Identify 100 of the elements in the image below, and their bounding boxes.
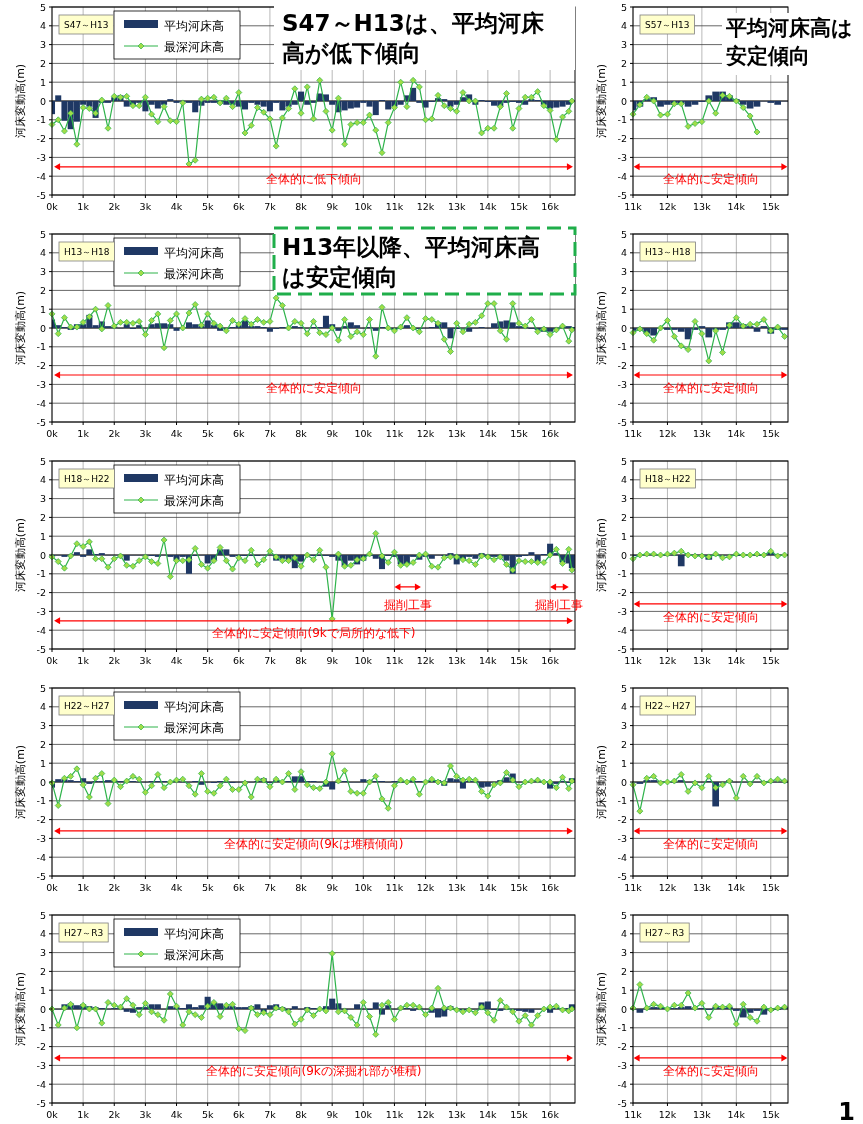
legend-label: 最深河床高	[164, 39, 224, 54]
x-tick-label: 10k	[354, 428, 373, 439]
y-tick-label: 0	[620, 95, 627, 107]
x-tick-label: 14k	[727, 201, 746, 212]
title: H27～R3	[58, 922, 109, 943]
x-tick-label: 2k	[108, 428, 121, 439]
y-axis-title: 河床変動高(m)	[14, 744, 27, 820]
y-tick-label: 1	[620, 984, 627, 996]
y-axis-title: 河床変動高(m)	[595, 971, 608, 1047]
y-tick-label: -4	[36, 851, 46, 863]
y-tick-label: -3	[617, 832, 627, 844]
x-tick-label: 5k	[201, 428, 214, 439]
x-tick-label: 13k	[447, 1109, 466, 1120]
x-tick-label: 4k	[170, 882, 183, 893]
y-tick-label: 1	[620, 530, 627, 542]
x-tick-label: 12k	[416, 201, 435, 212]
y-axis-title: 河床変動高(m)	[595, 744, 608, 820]
y-tick-label: 4	[39, 20, 46, 32]
y-tick-label: -4	[36, 397, 46, 409]
y-tick-label: -1	[617, 1022, 627, 1034]
y-tick-label: 4	[620, 701, 627, 713]
annotation: 全体的に安定傾向	[662, 610, 759, 625]
y-tick-label: 5	[620, 682, 627, 694]
y-tick-label: 5	[39, 228, 46, 240]
x-tick-label: 15k	[510, 882, 529, 893]
x-tick-label: 11k	[624, 882, 643, 893]
x-tick-label: 7k	[264, 655, 277, 666]
x-tick-label: 4k	[170, 1109, 183, 1120]
y-tick-label: 3	[39, 720, 46, 732]
y-tick-label: 3	[620, 266, 627, 278]
x-tick-label: 12k	[416, 655, 435, 666]
x-tick-label: 14k	[479, 428, 498, 439]
y-tick-label: 1	[39, 303, 46, 315]
title: H13～H18	[639, 241, 696, 262]
x-tick-label: 0k	[46, 428, 59, 439]
x-tick-label: 12k	[416, 1109, 435, 1120]
x-tick-label: 13k	[693, 1109, 712, 1120]
x-tick-label: 14k	[727, 1109, 746, 1120]
x-tick-label: 12k	[658, 428, 677, 439]
x-tick-label: 11k	[624, 655, 643, 666]
y-tick-label: -3	[36, 151, 46, 163]
x-tick-label: 1k	[77, 655, 90, 666]
x-tick-label: 1k	[77, 882, 90, 893]
y-tick-label: 4	[620, 20, 627, 32]
legend-label: 平均河床高	[164, 926, 224, 941]
x-tick-label: 8k	[295, 655, 308, 666]
x-tick-label: 0k	[46, 655, 59, 666]
x-tick-label: 16k	[541, 428, 560, 439]
y-tick-label: -5	[617, 189, 627, 201]
y-tick-label: 2	[39, 511, 46, 523]
y-tick-label: -1	[617, 795, 627, 807]
x-tick-label: 5k	[201, 1109, 214, 1120]
x-tick-label: 6k	[233, 655, 246, 666]
x-tick-label: 0k	[46, 1109, 59, 1120]
y-tick-label: 5	[39, 1, 46, 13]
x-tick-label: 8k	[295, 201, 308, 212]
x-tick-label: 15k	[761, 201, 781, 212]
x-tick-label: 14k	[479, 1109, 498, 1120]
x-tick-label: 13k	[447, 882, 466, 893]
y-tick-label: 0	[39, 549, 46, 561]
legend-label: 最深河床高	[164, 720, 224, 735]
x-tick-label: 13k	[447, 201, 466, 212]
x-tick-label: 1k	[77, 201, 90, 212]
y-tick-label: -3	[36, 605, 46, 617]
y-axis-title: 河床変動高(m)	[14, 971, 27, 1047]
x-tick-label: 11k	[385, 882, 404, 893]
x-tick-label: 9k	[326, 1109, 339, 1120]
y-axis-title: 河床変動高(m)	[595, 63, 608, 139]
y-tick-label: 4	[620, 928, 627, 940]
x-tick-label: 13k	[447, 655, 466, 666]
x-tick-label: 11k	[385, 655, 404, 666]
y-tick-label: 4	[620, 247, 627, 259]
x-tick-label: 2k	[108, 655, 121, 666]
y-tick-label: -4	[36, 1078, 46, 1090]
y-tick-label: -1	[617, 114, 627, 126]
y-tick-label: 0	[620, 1003, 627, 1015]
y-axis-title: 河床変動高(m)	[595, 290, 608, 366]
y-tick-label: -2	[36, 1041, 46, 1053]
x-tick-label: 7k	[264, 201, 277, 212]
title: H27～R3	[639, 922, 690, 943]
y-tick-label: 4	[620, 474, 627, 486]
y-tick-label: 3	[620, 720, 627, 732]
y-tick-label: -1	[36, 1022, 46, 1034]
x-tick-label: 13k	[693, 655, 712, 666]
legend-label: 平均河床高	[164, 18, 224, 33]
x-tick-label: 12k	[658, 882, 677, 893]
y-tick-label: 2	[620, 57, 627, 69]
y-tick-label: 3	[39, 266, 46, 278]
x-tick-label: 0k	[46, 201, 59, 212]
y-tick-label: 2	[620, 511, 627, 523]
x-tick-label: 7k	[264, 882, 277, 893]
x-tick-label: 14k	[479, 655, 498, 666]
x-tick-label: 2k	[108, 1109, 121, 1120]
x-tick-label: 15k	[761, 655, 781, 666]
y-tick-label: 1	[620, 76, 627, 88]
y-tick-label: 0	[39, 322, 46, 334]
legend-label: 最深河床高	[164, 493, 224, 508]
y-tick-label: 3	[39, 947, 46, 959]
y-tick-label: -5	[617, 643, 627, 655]
x-tick-label: 1k	[77, 428, 90, 439]
